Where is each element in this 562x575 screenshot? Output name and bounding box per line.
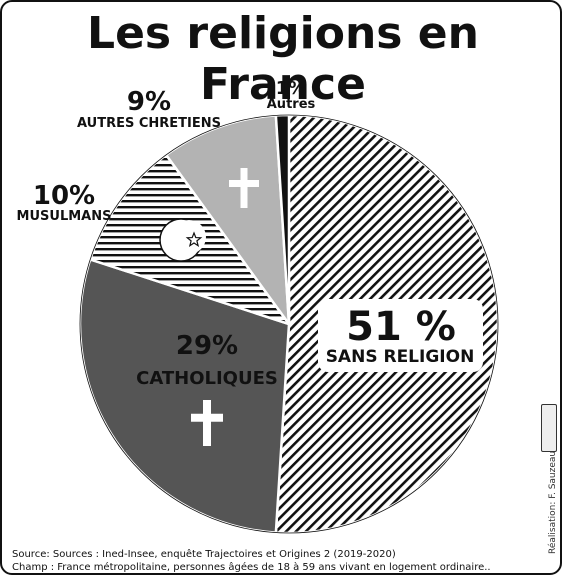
- slice-percent-autres: 1%: [276, 78, 307, 99]
- author-credit: Réalisation: F. Sauzeau: [548, 450, 558, 554]
- creative-commons-badge: [541, 404, 557, 452]
- slice-percent-sans-religion: 51 %: [346, 304, 456, 350]
- pie-outline: [79, 114, 499, 534]
- slice-label-catholiques: CATHOLIQUES: [136, 368, 278, 389]
- cross-icon-catholiques: [191, 400, 223, 446]
- slice-percent-autres-chretiens: 9%: [127, 87, 171, 117]
- slice-label-autres-chretiens: AUTRES CHRETIENS: [77, 116, 221, 131]
- slice-percent-catholiques: 29%: [176, 331, 238, 361]
- slice-label-musulmans: MUSULMANS: [17, 209, 112, 224]
- source-note: Source: Sources : Ined-Insee, enquête Tr…: [12, 548, 491, 573]
- source-line: Source: Sources : Ined-Insee, enquête Tr…: [12, 549, 396, 560]
- chart-title: Les religions en France: [87, 8, 479, 110]
- cross-icon-autres-chretiens: [229, 168, 259, 208]
- crescent-star-icon: [159, 218, 206, 262]
- slice-percent-musulmans: 10%: [33, 181, 95, 211]
- slice-label-autres: Autres: [267, 97, 316, 112]
- slice-label-sans-religion: SANS RELIGION: [326, 347, 475, 367]
- label-box-sans-religion: [318, 299, 483, 372]
- scope-line: Champ : France métropolitaine, personnes…: [12, 562, 491, 573]
